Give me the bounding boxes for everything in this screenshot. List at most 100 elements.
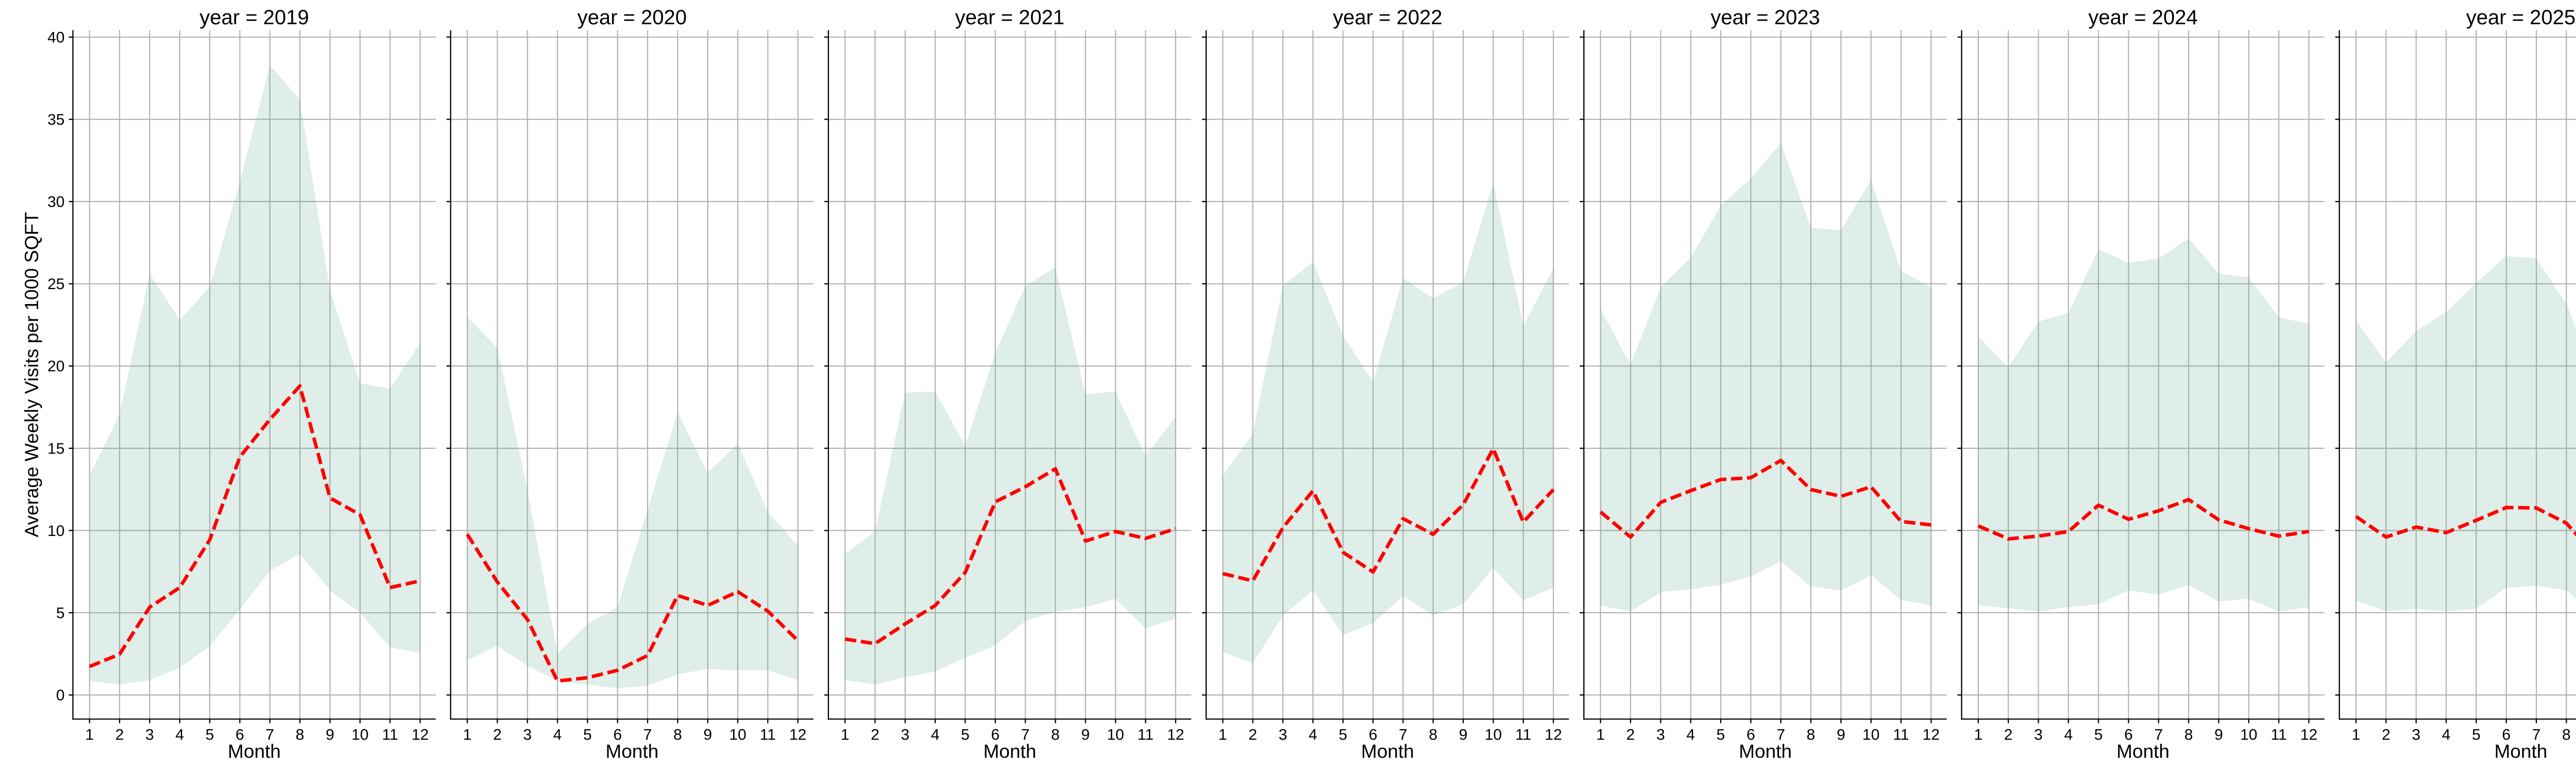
- svg-text:7: 7: [1021, 727, 1030, 744]
- svg-text:3: 3: [145, 727, 154, 744]
- svg-text:12: 12: [789, 727, 806, 744]
- svg-text:year = 2022: year = 2022: [1333, 6, 1442, 29]
- svg-text:2: 2: [1248, 727, 1257, 744]
- svg-text:5: 5: [2472, 727, 2481, 744]
- svg-text:year = 2023: year = 2023: [1710, 6, 1820, 29]
- svg-text:3: 3: [1656, 727, 1665, 744]
- svg-text:2: 2: [871, 727, 879, 744]
- svg-text:year = 2025: year = 2025: [2466, 6, 2575, 29]
- svg-text:2: 2: [115, 727, 124, 744]
- svg-text:10: 10: [351, 727, 368, 744]
- svg-text:9: 9: [2214, 727, 2223, 744]
- svg-text:4: 4: [553, 727, 562, 744]
- svg-text:3: 3: [523, 727, 532, 744]
- svg-text:year = 2020: year = 2020: [578, 6, 687, 29]
- svg-text:11: 11: [1515, 727, 1531, 744]
- svg-text:6: 6: [2124, 727, 2133, 744]
- svg-text:2: 2: [2382, 727, 2391, 744]
- svg-text:1: 1: [2352, 727, 2361, 744]
- svg-text:8: 8: [673, 727, 682, 744]
- svg-text:12: 12: [412, 727, 429, 744]
- svg-text:7: 7: [643, 727, 652, 744]
- svg-text:9: 9: [1459, 727, 1468, 744]
- svg-text:6: 6: [2502, 727, 2511, 744]
- svg-text:11: 11: [760, 727, 776, 744]
- svg-text:5: 5: [56, 604, 65, 621]
- svg-text:8: 8: [2184, 727, 2193, 744]
- svg-text:12: 12: [1923, 727, 1940, 744]
- svg-text:Month: Month: [605, 741, 658, 762]
- svg-text:Month: Month: [2494, 741, 2547, 762]
- svg-text:30: 30: [47, 194, 64, 211]
- svg-text:3: 3: [1279, 727, 1287, 744]
- svg-text:6: 6: [1747, 727, 1755, 744]
- svg-text:1: 1: [85, 727, 94, 744]
- svg-text:6: 6: [991, 727, 1000, 744]
- svg-text:year = 2021: year = 2021: [955, 6, 1064, 29]
- svg-text:1: 1: [463, 727, 472, 744]
- svg-text:11: 11: [1138, 727, 1154, 744]
- svg-text:9: 9: [326, 727, 334, 744]
- svg-text:year = 2024: year = 2024: [2088, 6, 2197, 29]
- svg-text:0: 0: [56, 687, 65, 704]
- svg-text:Month: Month: [228, 741, 281, 762]
- svg-text:11: 11: [2271, 727, 2287, 744]
- svg-text:5: 5: [1717, 727, 1725, 744]
- svg-text:5: 5: [1338, 727, 1347, 744]
- svg-text:Month: Month: [1739, 741, 1792, 762]
- svg-text:40: 40: [47, 29, 64, 46]
- svg-text:15: 15: [47, 440, 64, 457]
- svg-text:8: 8: [2562, 727, 2571, 744]
- svg-text:4: 4: [2064, 727, 2073, 744]
- svg-text:4: 4: [931, 727, 940, 744]
- svg-text:4: 4: [1309, 727, 1317, 744]
- svg-text:Average Weekly Visits per 1000: Average Weekly Visits per 1000 SQFT: [21, 212, 42, 537]
- svg-text:2: 2: [2004, 727, 2013, 744]
- svg-text:8: 8: [1807, 727, 1816, 744]
- svg-text:11: 11: [1893, 727, 1909, 744]
- svg-text:5: 5: [2094, 727, 2103, 744]
- svg-text:10: 10: [1485, 727, 1502, 744]
- svg-text:10: 10: [729, 727, 746, 744]
- svg-text:10: 10: [1862, 727, 1879, 744]
- svg-text:3: 3: [2412, 727, 2420, 744]
- svg-text:5: 5: [583, 727, 592, 744]
- svg-text:12: 12: [1545, 727, 1562, 744]
- svg-text:9: 9: [703, 727, 712, 744]
- svg-text:2: 2: [493, 727, 502, 744]
- svg-text:5: 5: [206, 727, 214, 744]
- svg-text:year = 2019: year = 2019: [199, 6, 309, 29]
- svg-text:9: 9: [1837, 727, 1845, 744]
- svg-text:12: 12: [1167, 727, 1184, 744]
- svg-text:9: 9: [1081, 727, 1090, 744]
- svg-text:5: 5: [961, 727, 970, 744]
- svg-text:6: 6: [235, 727, 244, 744]
- svg-text:Month: Month: [1361, 741, 1414, 762]
- svg-text:7: 7: [1776, 727, 1785, 744]
- svg-text:6: 6: [613, 727, 622, 744]
- svg-text:Month: Month: [984, 741, 1037, 762]
- svg-text:1: 1: [1596, 727, 1605, 744]
- svg-text:1: 1: [841, 727, 850, 744]
- svg-text:11: 11: [382, 727, 398, 744]
- svg-text:7: 7: [1399, 727, 1408, 744]
- svg-text:6: 6: [1369, 727, 1378, 744]
- svg-text:10: 10: [2240, 727, 2257, 744]
- svg-text:4: 4: [175, 727, 184, 744]
- svg-text:7: 7: [265, 727, 274, 744]
- svg-text:2: 2: [1626, 727, 1635, 744]
- svg-text:7: 7: [2154, 727, 2163, 744]
- svg-text:8: 8: [296, 727, 304, 744]
- svg-text:10: 10: [1107, 727, 1124, 744]
- svg-text:35: 35: [47, 111, 64, 128]
- svg-text:3: 3: [901, 727, 910, 744]
- svg-text:4: 4: [1686, 727, 1695, 744]
- svg-text:20: 20: [47, 358, 64, 375]
- svg-text:Month: Month: [2116, 741, 2170, 762]
- svg-text:25: 25: [47, 276, 64, 293]
- svg-text:7: 7: [2532, 727, 2541, 744]
- svg-text:12: 12: [2300, 727, 2317, 744]
- svg-text:4: 4: [2442, 727, 2451, 744]
- svg-text:1: 1: [1218, 727, 1227, 744]
- svg-text:1: 1: [1974, 727, 1982, 744]
